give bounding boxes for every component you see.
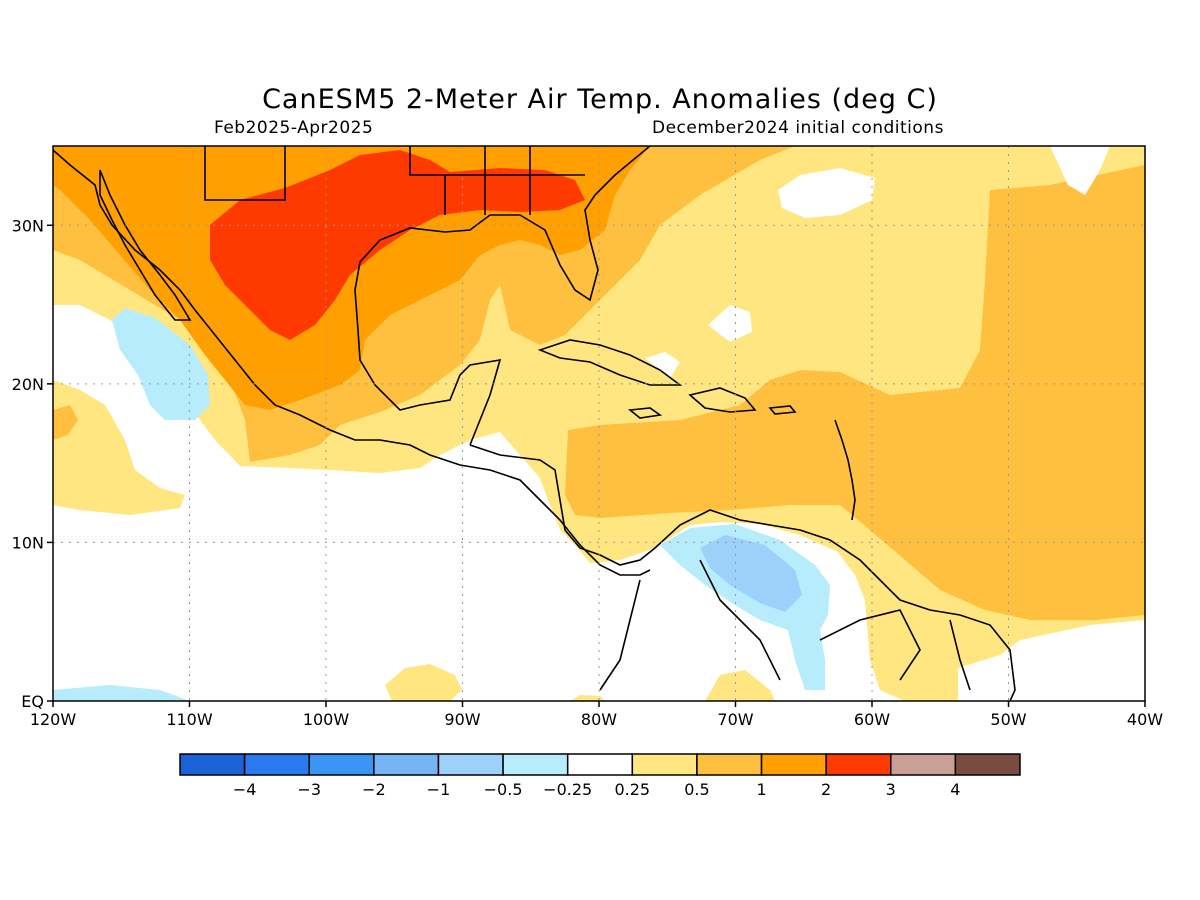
legend-label: −3 bbox=[297, 780, 321, 799]
neutral-region-2 bbox=[1050, 146, 1110, 195]
x-tick-label: 110W bbox=[166, 710, 213, 729]
x-tick-label: 90W bbox=[444, 710, 480, 729]
legend-label: −4 bbox=[233, 780, 257, 799]
neutral-region-3 bbox=[708, 305, 752, 342]
coastline-south-america-interior bbox=[599, 559, 971, 691]
y-tick-label: 10N bbox=[12, 533, 44, 552]
anomaly-region-025-05-small bbox=[385, 664, 462, 701]
forecast-period: Feb2025-Apr2025 bbox=[214, 118, 374, 138]
legend-swatch bbox=[631, 753, 698, 776]
x-tick-label: 120W bbox=[30, 710, 77, 729]
anomaly-region-05-1-west bbox=[53, 405, 78, 440]
legend-swatch bbox=[566, 753, 634, 776]
legend-label: 3 bbox=[886, 780, 896, 799]
color-legend: −4 −3 −2 −1 −0.5 −0.25 0.25 0.5 1 2 3 4 bbox=[179, 753, 1021, 799]
x-tick-label: 60W bbox=[854, 710, 890, 729]
us-state-borders bbox=[204, 146, 585, 215]
coastline-lesser-antilles bbox=[834, 419, 856, 521]
coastline-jamaica bbox=[627, 407, 663, 419]
legend-swatch bbox=[179, 753, 246, 776]
legend-label: −0.25 bbox=[543, 780, 592, 799]
legend-swatch bbox=[825, 753, 892, 776]
legend-label: 2 bbox=[821, 780, 831, 799]
y-tick-label: EQ bbox=[21, 692, 44, 711]
legend-swatch bbox=[696, 753, 763, 776]
y-axis: EQ 10N 20N 30N bbox=[12, 216, 53, 711]
grid-lines bbox=[53, 146, 1145, 701]
anomaly-region-025-05-sw bbox=[53, 380, 185, 515]
legend-label: 1 bbox=[756, 780, 766, 799]
coastline-central-america-caribbean bbox=[469, 444, 1016, 701]
neutral-region-1 bbox=[778, 168, 875, 218]
x-tick-label: 80W bbox=[581, 710, 617, 729]
anomaly-region-neg-025-eq bbox=[53, 685, 190, 701]
anomaly-fields bbox=[53, 146, 1145, 701]
legend-swatch bbox=[760, 753, 827, 776]
legend-label: 4 bbox=[950, 780, 960, 799]
coastline-puerto-rico bbox=[768, 405, 797, 415]
legend-swatch bbox=[502, 753, 569, 776]
legend-swatch bbox=[308, 753, 375, 776]
coastline-gulf bbox=[354, 146, 651, 446]
anomaly-region-025-05-s2 bbox=[570, 695, 605, 701]
initial-conditions: December2024 initial conditions bbox=[652, 118, 944, 138]
anomaly-region-neg-05 bbox=[700, 535, 802, 612]
legend-label: 0.5 bbox=[684, 780, 709, 799]
x-tick-label: 50W bbox=[990, 710, 1026, 729]
legend-swatch bbox=[243, 753, 310, 776]
legend-label: 0.25 bbox=[614, 780, 650, 799]
x-tick-label: 40W bbox=[1127, 710, 1163, 729]
legend-label: −1 bbox=[427, 780, 451, 799]
legend-swatch bbox=[890, 753, 957, 776]
legend-label: −0.5 bbox=[484, 780, 523, 799]
coastline-baja bbox=[99, 169, 192, 321]
legend-swatch bbox=[437, 753, 504, 776]
chart-title: CanESM5 2-Meter Air Temp. Anomalies (deg… bbox=[262, 84, 938, 115]
x-tick-label: 100W bbox=[303, 710, 350, 729]
anomaly-region-05-1-atlantic bbox=[565, 165, 1145, 620]
anomaly-region-neg-025 bbox=[112, 308, 210, 420]
y-tick-label: 20N bbox=[12, 375, 44, 394]
neutral-region-4 bbox=[645, 352, 680, 378]
x-axis: 120W 110W 100W 90W 80W 70W 60W 50W 40W bbox=[30, 701, 1163, 729]
coastlines bbox=[53, 146, 1016, 701]
legend-swatch bbox=[373, 753, 440, 776]
anomaly-region-1-2 bbox=[53, 146, 650, 410]
anomaly-region-025-05-s bbox=[705, 670, 775, 701]
x-tick-label: 70W bbox=[717, 710, 753, 729]
coastline-cuba bbox=[537, 339, 683, 386]
legend-swatch bbox=[954, 753, 1021, 776]
coastline-mexico-pacific bbox=[53, 149, 651, 576]
anomaly-region-2-3 bbox=[210, 150, 585, 340]
y-tick-label: 30N bbox=[12, 216, 44, 235]
legend-label: −2 bbox=[362, 780, 386, 799]
coastline-hispaniola bbox=[688, 387, 757, 413]
